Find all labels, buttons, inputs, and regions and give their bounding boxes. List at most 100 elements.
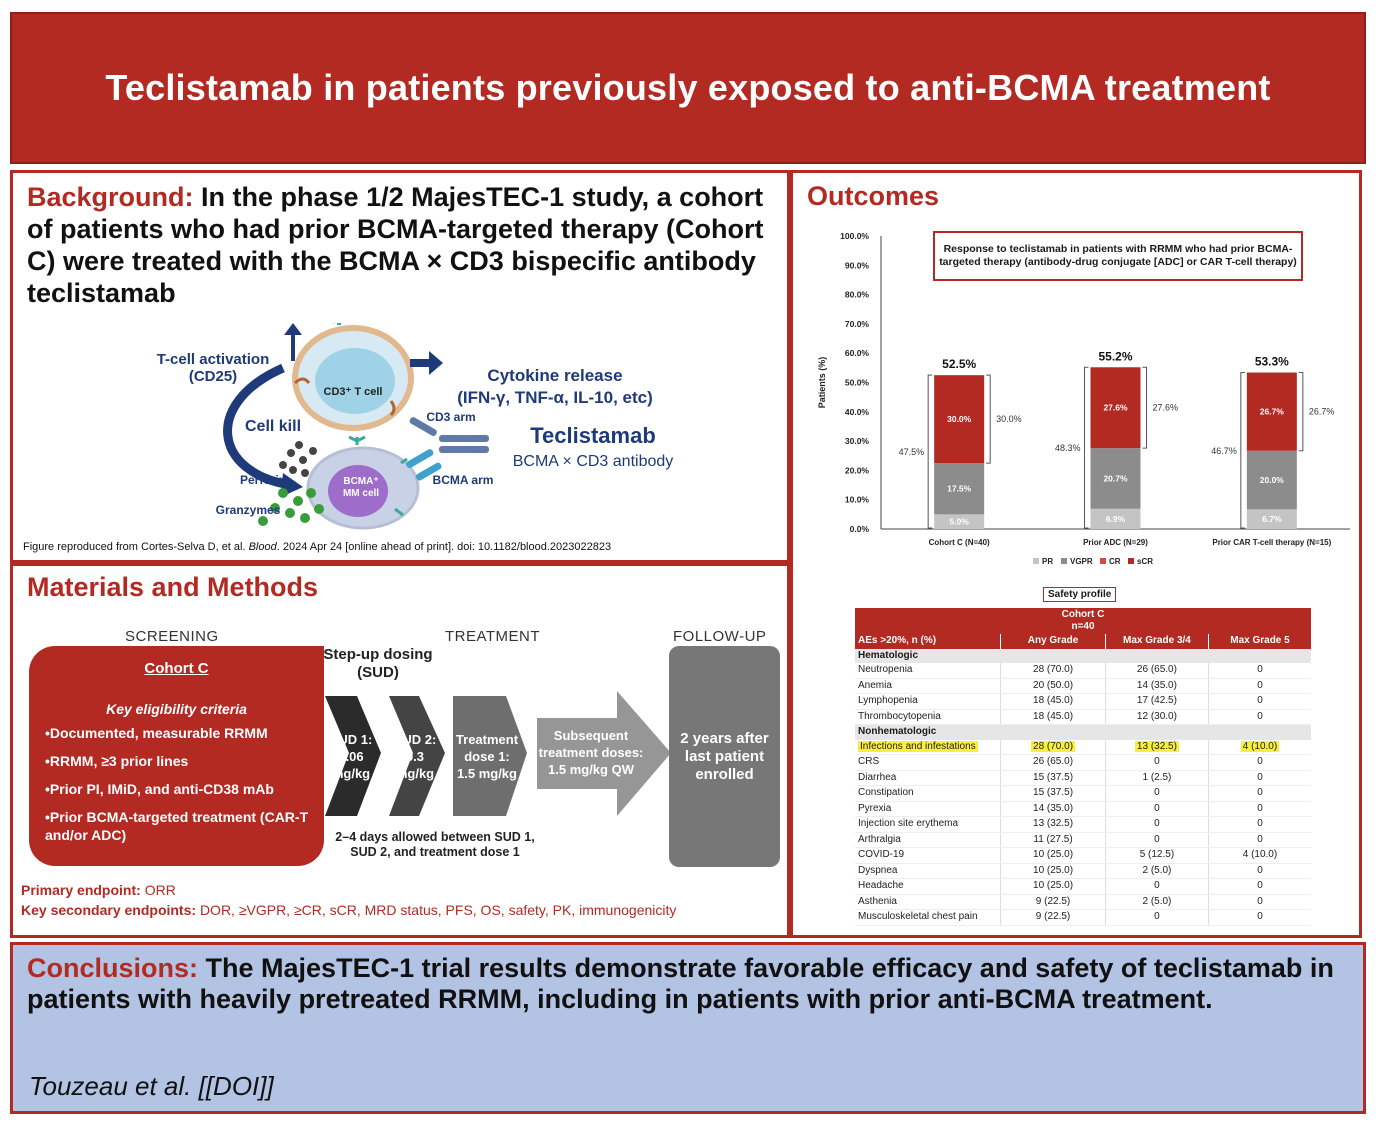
y-tick-label: 0.0% <box>850 524 870 534</box>
ae-value: 0 <box>1104 832 1209 848</box>
ae-value-text: 5 (12.5) <box>1139 849 1175 860</box>
table-row: Dyspnea 10 (25.0) 2 (5.0) 0 <box>855 863 1311 879</box>
ae-value-text: 15 (37.5) <box>1033 787 1074 798</box>
ae-value: 0 <box>1207 878 1311 895</box>
conclusions-text-block: Conclusions: The MajesTEC-1 trial result… <box>27 953 1347 1015</box>
ae-value: 0 <box>1207 678 1311 694</box>
bracket-right-label: 30.0% <box>996 414 1022 424</box>
screening-box: Cohort C Key eligibility criteria •Docum… <box>29 646 324 866</box>
table-row: Lymphopenia 18 (45.0) 17 (42.5) 0 <box>855 693 1311 710</box>
ae-value-text: 28 (70.0) <box>1031 740 1076 752</box>
ae-value: 10 (25.0) <box>1000 878 1106 895</box>
background-panel: Background: In the phase 1/2 MajesTEC-1 … <box>10 170 790 563</box>
dose1-label: Treatment dose 1: 1.5 mg/kg <box>455 732 519 781</box>
ae-name-text: COVID-19 <box>858 849 905 860</box>
bracket-left-label: 46.7% <box>1211 446 1237 456</box>
ae-value-text: 0 <box>1257 833 1263 845</box>
table-row: Diarrhea 15 (37.5) 1 (2.5) 0 <box>855 770 1311 786</box>
bar-pr-segment <box>934 514 985 529</box>
x-tick-label: Cohort C (N=40) <box>929 538 990 547</box>
group-spacer <box>1000 724 1311 740</box>
table-row: Asthenia 9 (22.5) 2 (5.0) 0 <box>855 894 1311 910</box>
ae-value: 9 (22.5) <box>1000 894 1106 910</box>
bracket-left-label: 47.5% <box>899 447 925 457</box>
y-tick-label: 10.0% <box>845 495 870 505</box>
ae-value-text: 0 <box>1257 679 1263 691</box>
ae-value-text: 9 (22.5) <box>1035 911 1071 922</box>
ae-value-text: 18 (45.0) <box>1033 710 1074 722</box>
ae-value: 0 <box>1207 785 1311 802</box>
y-tick-label: 90.0% <box>845 260 870 270</box>
ae-value: 20 (50.0) <box>1000 678 1106 694</box>
ae-value-text: 13 (32.5) <box>1134 740 1179 752</box>
ae-value: 0 <box>1207 770 1311 786</box>
sud1-label: SUD 1: 0.06 mg/kg <box>329 732 373 781</box>
bracket-left <box>1240 372 1245 529</box>
y-tick-label: 100.0% <box>840 231 869 241</box>
ae-name-text: Musculoskeletal chest pain <box>858 911 978 922</box>
ae-value-text: 4 (10.0) <box>1240 740 1280 752</box>
ae-value-text: 0 <box>1257 756 1263 767</box>
ae-value: 28 (70.0) <box>1000 663 1106 679</box>
legend-swatch <box>1061 558 1067 564</box>
ae-value-text: 0 <box>1257 710 1263 722</box>
ae-name: Infections and infestations <box>855 739 1001 755</box>
ae-value: 0 <box>1104 909 1209 926</box>
ae-value-text: 15 (37.5) <box>1033 771 1074 783</box>
title-banner: Teclistamab in patients previously expos… <box>10 12 1366 164</box>
criteria-item: •RRMM, ≥3 prior lines <box>45 753 189 769</box>
ae-value: 28 (70.0) <box>1000 739 1106 755</box>
page-title: Teclistamab in patients previously expos… <box>105 67 1271 108</box>
methods-panel: Materials and Methods SCREENING TREATMEN… <box>10 563 790 938</box>
ae-value: 9 (22.5) <box>1000 909 1106 926</box>
dosing-arrows: SUD 1: 0.06 mg/kg SUD 2: 0.3 mg/kg Treatment… <box>321 691 671 831</box>
ae-value: 2 (5.0) <box>1104 863 1209 879</box>
ae-value-text: 0 <box>1257 864 1263 876</box>
granzymes-stars <box>258 488 324 526</box>
ae-name-text: Neutropenia <box>858 664 913 675</box>
antibody-desc-label: BCMA × CD3 antibody <box>512 453 674 470</box>
ae-value-text: 26 (65.0) <box>1136 664 1177 675</box>
figure-citation: Figure reproduced from Cortes-Selva D, e… <box>23 541 612 553</box>
mechanism-diagram: T-cell activation (CD25) CD3⁺ T cell Cyto… <box>143 313 703 538</box>
ae-name-text: CRS <box>858 756 880 767</box>
bcma-arm-label: BCMA arm <box>432 473 494 487</box>
ae-value: 0 <box>1207 894 1311 910</box>
response-chart-svg: 0.0% 10.0% 20.0% 30.0% 40.0% 50.0% 60.0% 70.0% 8… <box>817 231 1350 566</box>
ae-value-text: 10 (25.0) <box>1033 864 1074 876</box>
bracket-left <box>927 374 933 529</box>
ae-value: 0 <box>1104 801 1209 817</box>
ae-value: 15 (37.5) <box>1000 770 1106 786</box>
bar-pr-segment <box>1246 509 1297 529</box>
legend-swatch <box>1128 558 1134 564</box>
ae-value-text: 14 (35.0) <box>1136 679 1177 691</box>
primary-endpoint: Primary endpoint: ORR <box>21 882 176 898</box>
ae-value: 0 <box>1207 832 1311 848</box>
bar-scr-segment <box>1090 367 1141 449</box>
ae-value: 13 (32.5) <box>1000 816 1106 833</box>
bar-vgpr-segment <box>1246 450 1297 510</box>
bracket-left <box>1084 366 1089 529</box>
phase-followup: FOLLOW-UP <box>673 628 767 645</box>
ae-value: 2 (5.0) <box>1104 894 1209 910</box>
methods-heading: Materials and Methods <box>27 572 319 602</box>
y-tick-label: 60.0% <box>845 348 870 358</box>
ae-value-text: 28 (70.0) <box>1033 664 1074 675</box>
ae-name: Constipation <box>855 785 1001 802</box>
cohort-label: Cohort C <box>144 660 209 677</box>
bar-total-label: 55.2% <box>1098 349 1132 363</box>
bar-total-label: 53.3% <box>1255 355 1289 369</box>
x-tick-label: Prior CAR T-cell therapy (N=15) <box>1212 538 1331 547</box>
conclusions-panel: Conclusions: The MajesTEC-1 trial result… <box>10 942 1366 1114</box>
ae-value-text: 20 (50.0) <box>1033 679 1074 691</box>
ae-value-text: 10 (25.0) <box>1033 849 1074 860</box>
ae-value-text: 0 <box>1154 756 1160 767</box>
step-up-header: Step-up dosing (SUD) <box>323 646 433 681</box>
y-tick-label: 80.0% <box>845 290 870 300</box>
table-group-row: Nonhematologic <box>855 724 1311 740</box>
bar-segment-label: 6.7% <box>1262 514 1282 524</box>
ae-value: 12 (30.0) <box>1104 709 1209 725</box>
ae-value: 4 (10.0) <box>1207 739 1311 755</box>
